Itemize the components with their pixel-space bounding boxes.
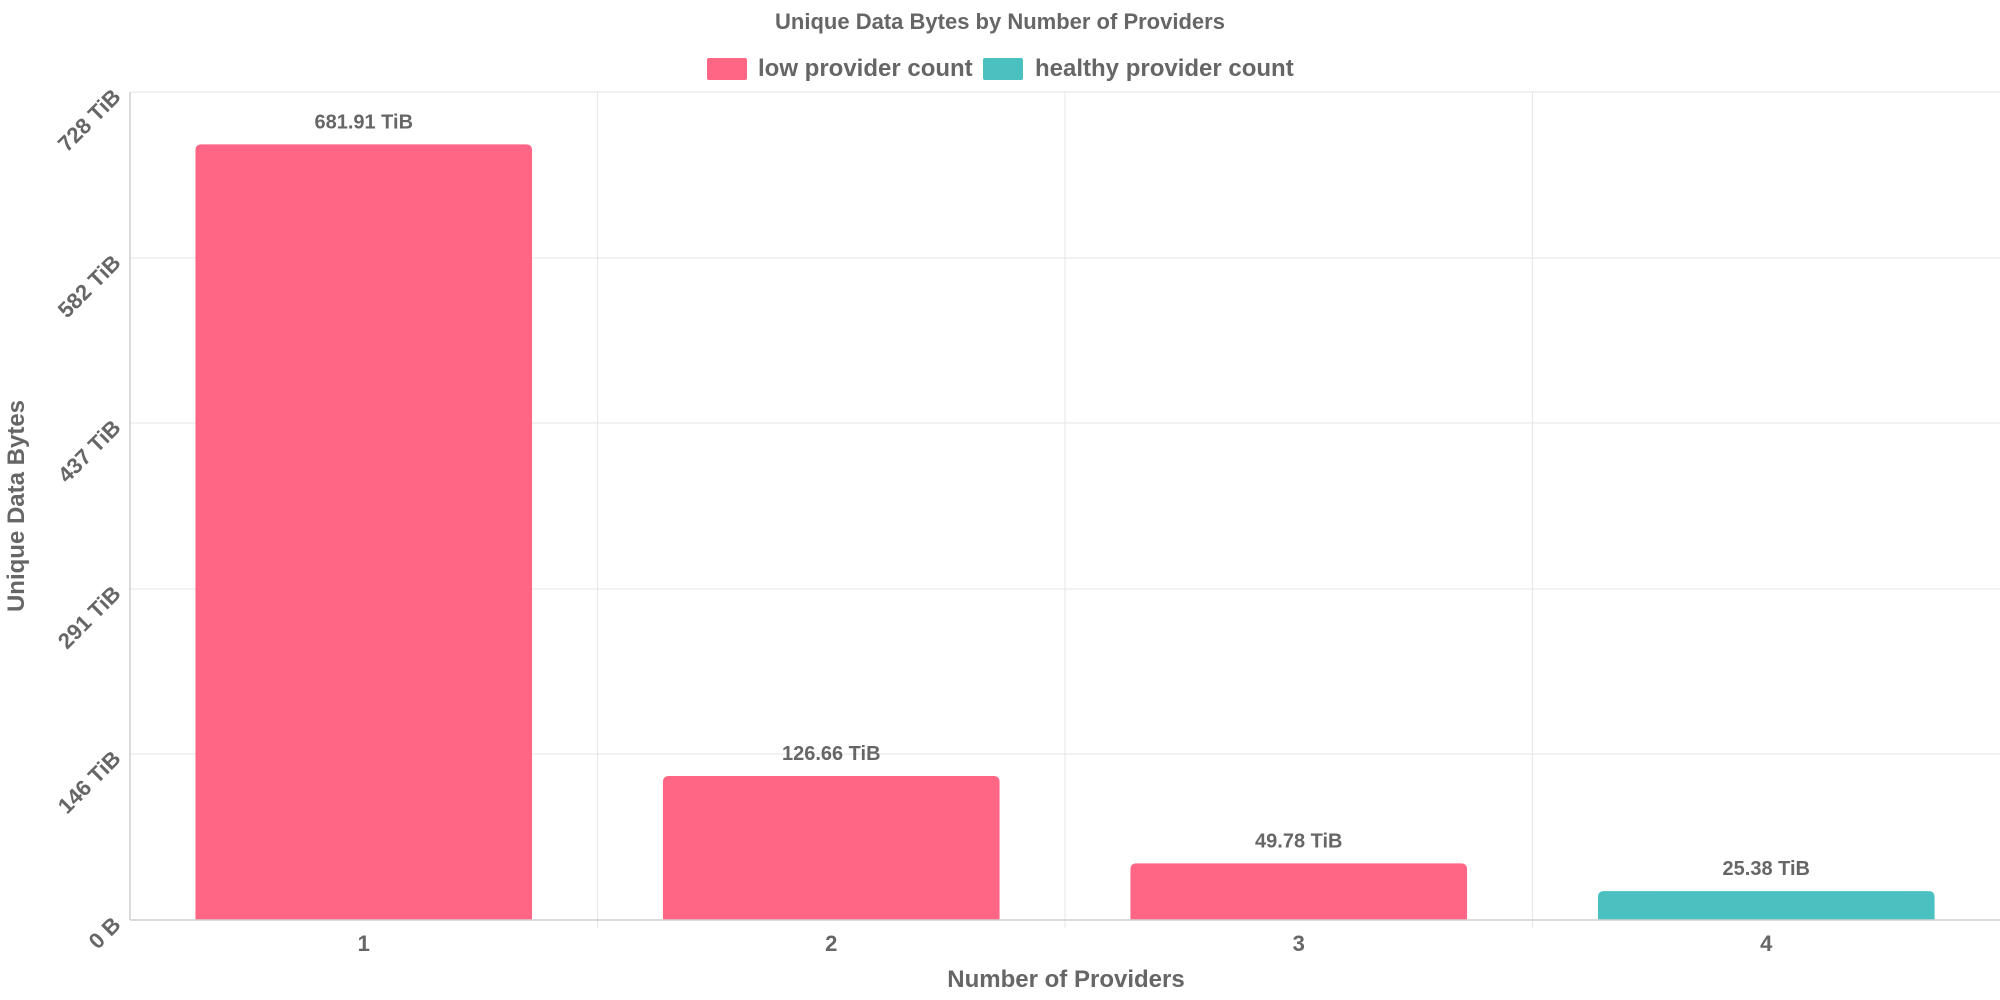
- y-tick-label: 291 TiB: [53, 581, 126, 654]
- data-label-3: 49.78 TiB: [1255, 830, 1342, 852]
- y-axis-ticks: 0 B 146 TiB 291 TiB 437 TiB 582 TiB 728 TiB: [53, 84, 126, 954]
- y-tick-label: 0 B: [84, 912, 126, 954]
- y-axis-title: Unique Data Bytes: [3, 400, 30, 612]
- bar-1[interactable]: [195, 144, 533, 921]
- bar-4[interactable]: [1597, 891, 1935, 920]
- x-axis-title: Number of Providers: [947, 966, 1184, 993]
- y-tick-label: 582 TiB: [53, 250, 126, 323]
- x-tick-label-3: 3: [1293, 931, 1305, 956]
- legend-swatch-low-provider-count[interactable]: [707, 58, 747, 80]
- data-labels: 681.91 TiB 126.66 TiB 49.78 TiB 25.38 TiB: [314, 111, 1810, 880]
- y-tick-label: 437 TiB: [53, 415, 126, 488]
- data-label-2: 126.66 TiB: [782, 743, 881, 765]
- y-tick-label: 146 TiB: [53, 746, 126, 819]
- legend: low provider count healthy provider coun…: [707, 55, 1294, 82]
- legend-swatch-healthy-provider-count[interactable]: [983, 58, 1023, 80]
- x-tick-label-4: 4: [1760, 931, 1773, 956]
- x-axis-ticks: 1 2 3 4: [358, 931, 1774, 956]
- chart-title: Unique Data Bytes by Number of Providers: [775, 9, 1225, 34]
- bars: [195, 144, 1935, 921]
- legend-label-healthy-provider-count[interactable]: healthy provider count: [1035, 55, 1294, 82]
- data-label-4: 25.38 TiB: [1723, 858, 1810, 880]
- bar-2[interactable]: [662, 775, 1000, 920]
- legend-label-low-provider-count[interactable]: low provider count: [758, 55, 973, 82]
- x-tick-label-1: 1: [358, 931, 370, 956]
- data-label-1: 681.91 TiB: [314, 111, 413, 133]
- bar-3[interactable]: [1130, 863, 1468, 920]
- y-tick-label: 728 TiB: [53, 84, 126, 157]
- x-tick-label-2: 2: [825, 931, 837, 956]
